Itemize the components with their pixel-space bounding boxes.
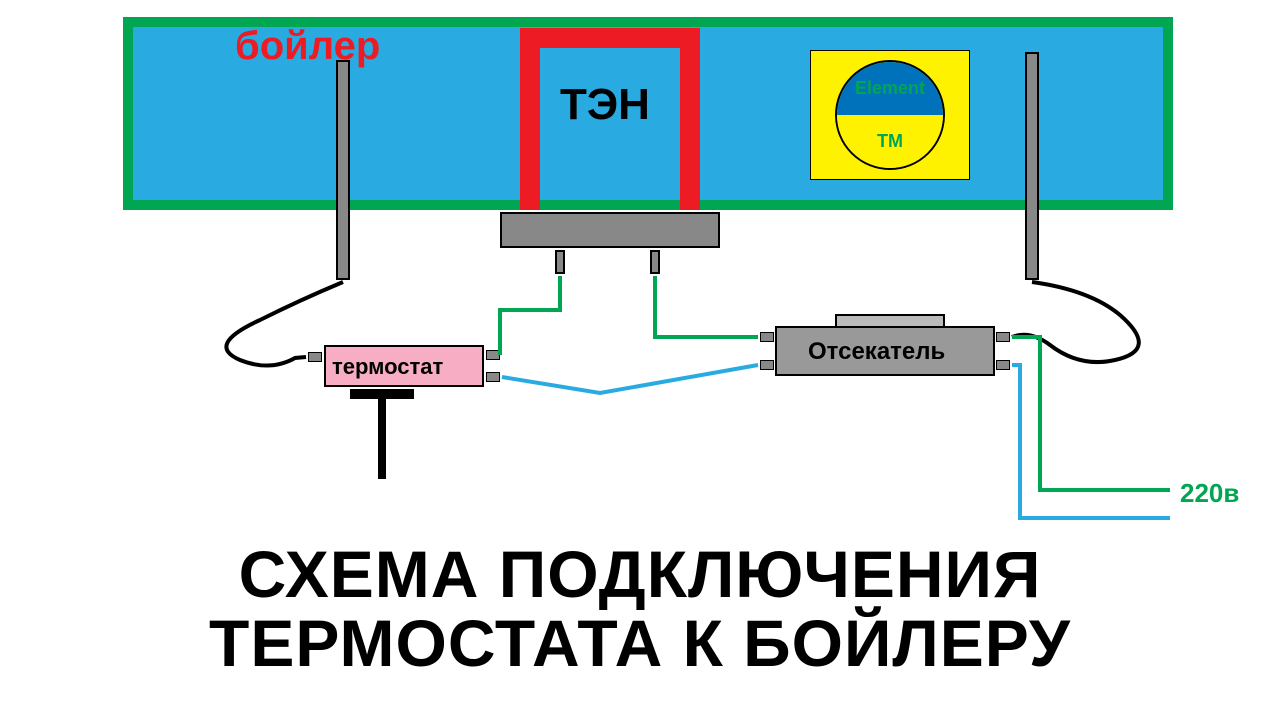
thermostat-pin bbox=[486, 350, 500, 360]
thermostat-pin bbox=[486, 372, 500, 382]
voltage-label: 220в bbox=[1180, 478, 1239, 509]
cutoff-label: Отсекатель bbox=[808, 338, 945, 366]
heating-element-label: ТЭН bbox=[560, 80, 650, 130]
wire-probe-right bbox=[1012, 282, 1139, 362]
diagram-title: СХЕМА ПОДКЛЮЧЕНИЯ ТЕРМОСТАТА К БОЙЛЕРУ bbox=[0, 540, 1280, 679]
cutoff-pin bbox=[996, 360, 1010, 370]
cutoff-pin bbox=[760, 332, 774, 342]
brand-logo: Element TM bbox=[810, 50, 970, 180]
temperature-probe-right bbox=[1025, 52, 1039, 280]
cutoff-pin bbox=[996, 332, 1010, 342]
heating-element-pin-left bbox=[555, 250, 565, 274]
boiler-label: бойлер bbox=[235, 24, 380, 69]
wire-ten-left bbox=[500, 276, 560, 355]
wiring-diagram: ТЭН бойлер Element TM термостат Отсекате… bbox=[0, 0, 1280, 720]
logo-top-text: Element bbox=[837, 62, 943, 115]
title-line-2: ТЕРМОСТАТА К БОЙЛЕРУ bbox=[0, 609, 1280, 678]
thermostat-stem bbox=[378, 389, 386, 479]
heating-element-pin-right bbox=[650, 250, 660, 274]
thermostat-pin bbox=[308, 352, 322, 362]
logo-circle-icon: Element TM bbox=[835, 60, 945, 170]
heating-element-base bbox=[500, 212, 720, 248]
logo-bottom-text: TM bbox=[837, 115, 943, 168]
cutoff-pin bbox=[760, 360, 774, 370]
temperature-probe-left bbox=[336, 60, 350, 280]
wire-thermo-cutoff bbox=[502, 365, 758, 393]
wire-ten-right bbox=[655, 276, 758, 337]
wire-output-live bbox=[1012, 337, 1170, 490]
thermostat-label: термостат bbox=[332, 354, 443, 380]
wire-output-neutral bbox=[1012, 365, 1170, 518]
title-line-1: СХЕМА ПОДКЛЮЧЕНИЯ bbox=[0, 540, 1280, 609]
